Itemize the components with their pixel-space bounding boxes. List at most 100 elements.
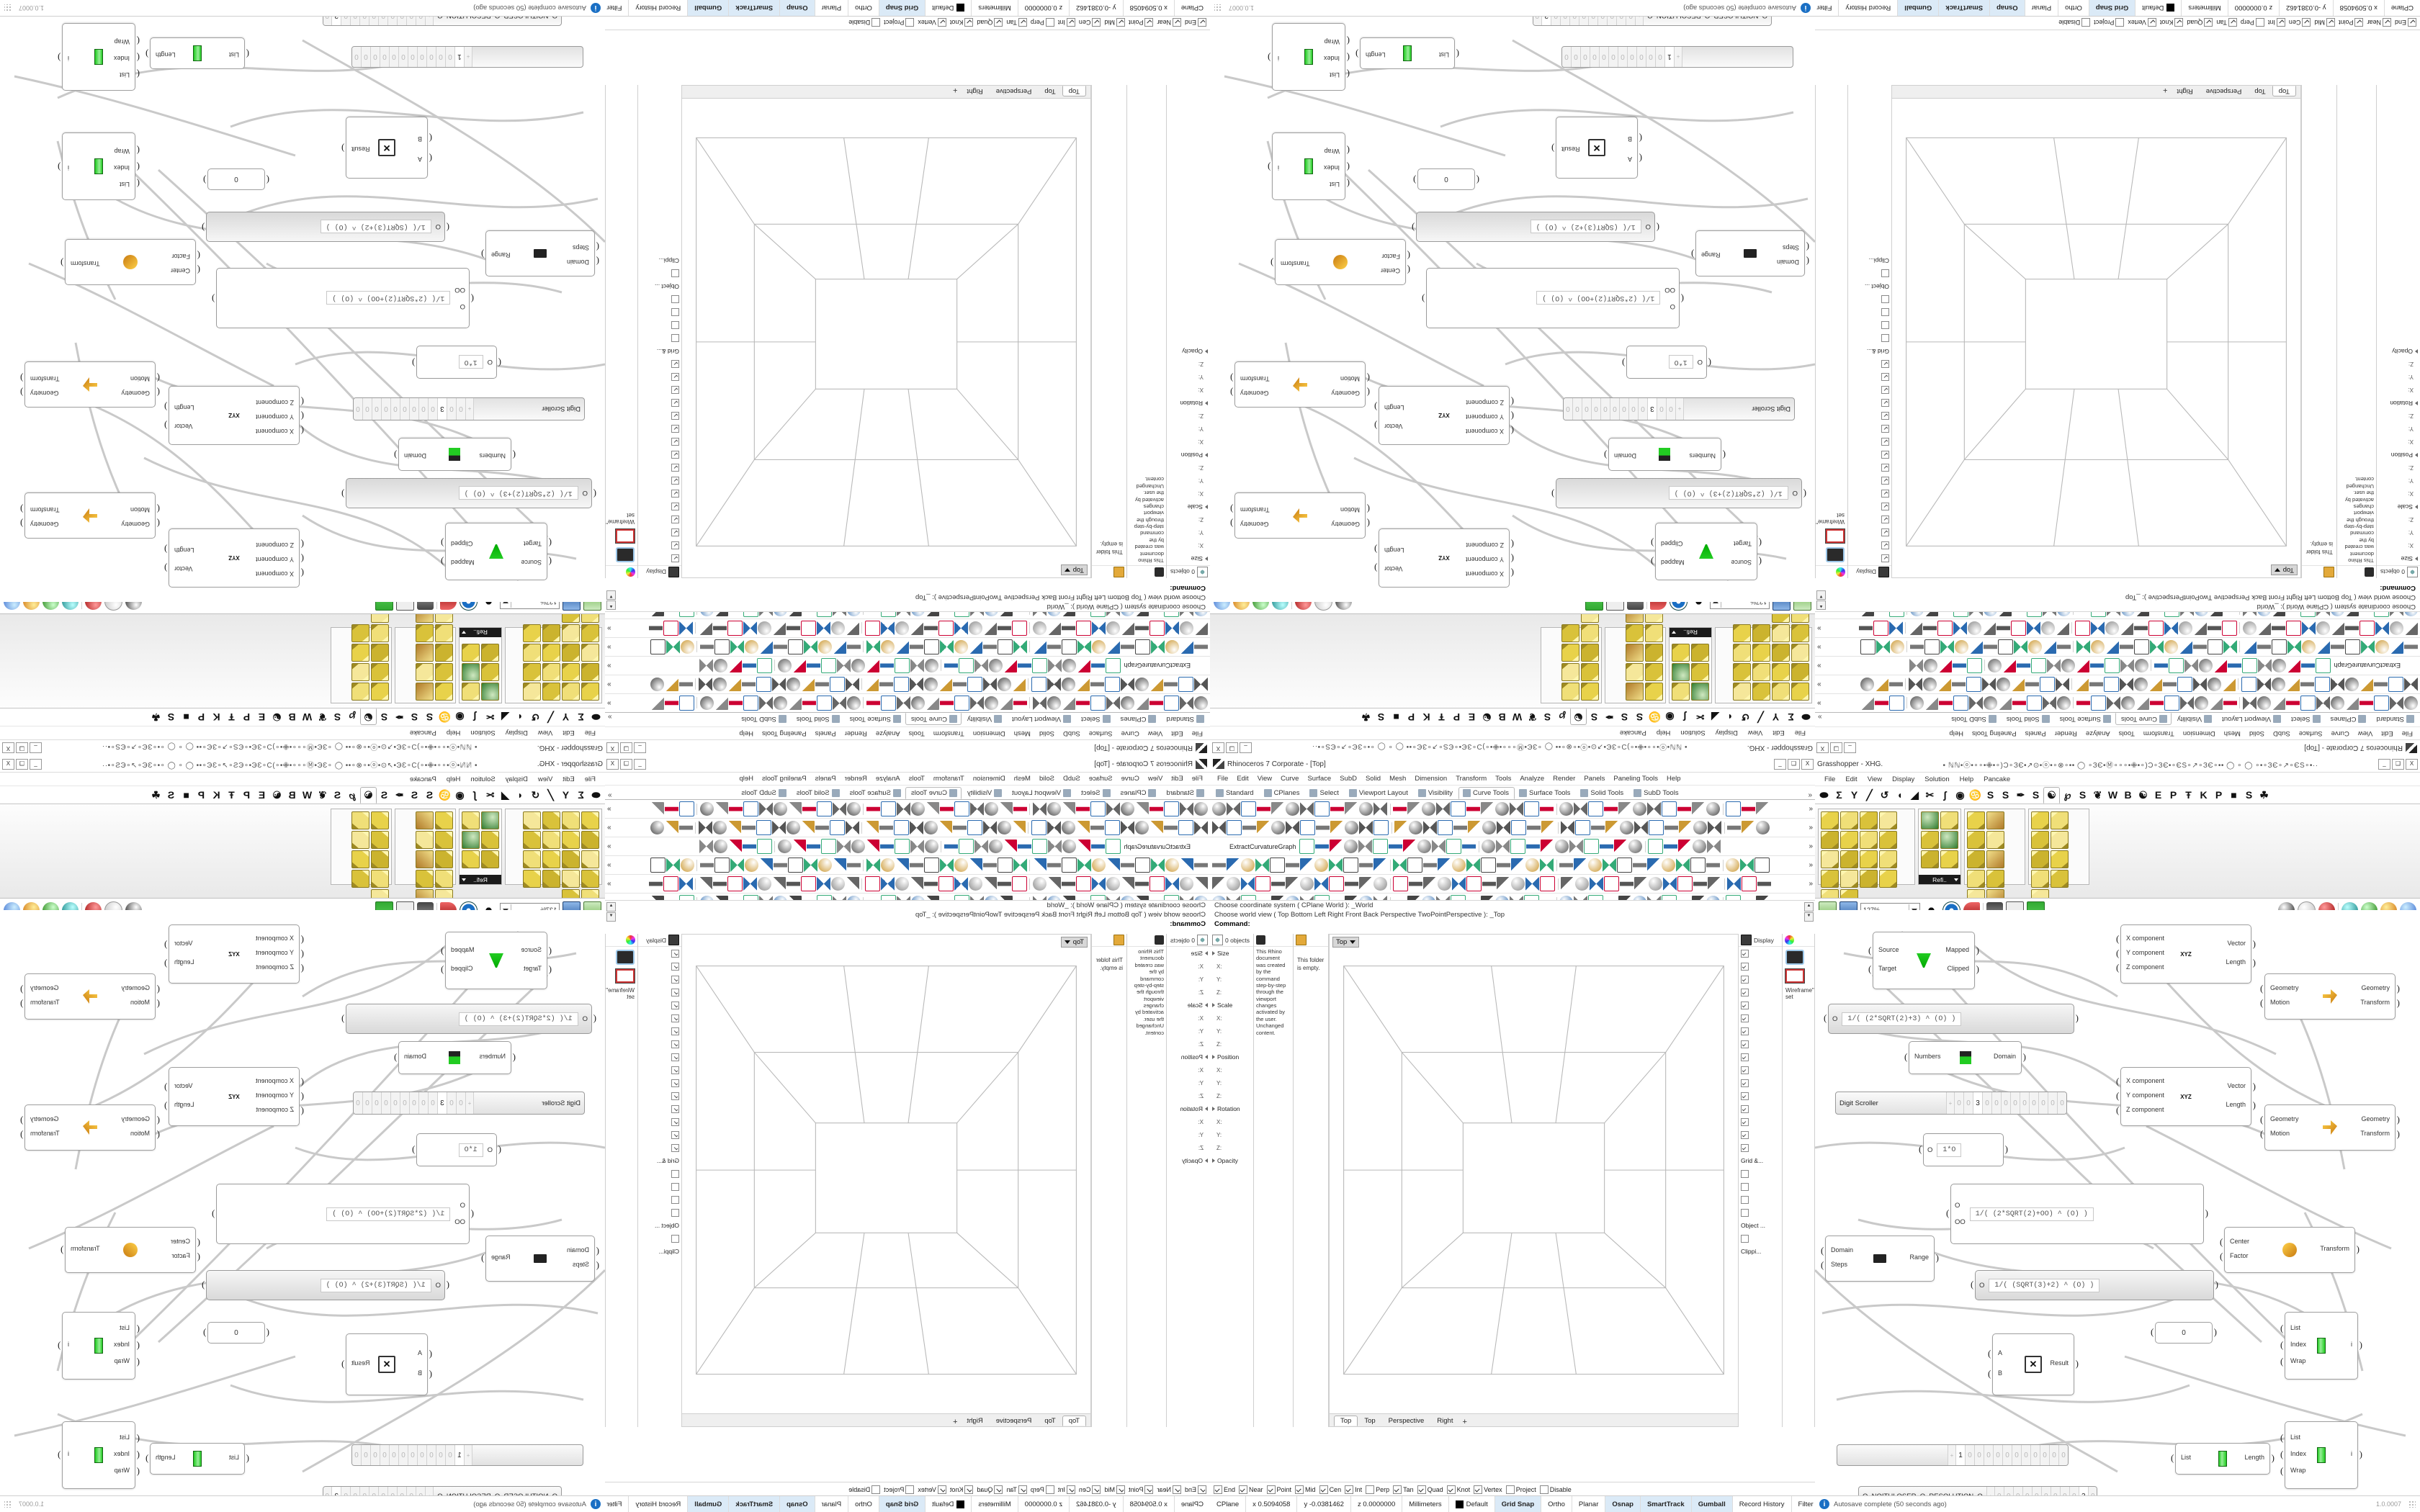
gh-component-bounds[interactable]: Numbers(Domain) bbox=[1604, 438, 1726, 471]
input-pin-domain[interactable]: Domain bbox=[566, 258, 589, 266]
viewport-tabstrip[interactable]: Top Top Perspective Right + bbox=[682, 86, 1090, 99]
toolbar-icon[interactable] bbox=[2154, 659, 2169, 672]
gh-category-tab-8[interactable]: ʃ bbox=[1943, 789, 1947, 801]
toolbar-icon[interactable] bbox=[837, 659, 851, 672]
toolbar-icon[interactable] bbox=[846, 621, 859, 635]
toolbar-icon[interactable] bbox=[1909, 659, 1924, 672]
gh-component-icon[interactable] bbox=[462, 831, 480, 849]
toolbar-icon[interactable] bbox=[1194, 877, 1208, 891]
gh-category-tab-29[interactable]: ☘ bbox=[151, 788, 161, 801]
rhino-toolbar-row-3[interactable]: ExtractCurvatureGraph » bbox=[1210, 837, 1815, 856]
properties-panel-body[interactable]: Size X: Y: Z: Scale X: Y: Z: Position X: Y: Z: Rotat… bbox=[1167, 947, 1210, 1167]
toolbar-icon[interactable] bbox=[865, 821, 879, 834]
output-pin-range[interactable]: Range bbox=[1701, 251, 1721, 258]
properties-field-scale-z[interactable]: Z: bbox=[1167, 462, 1210, 474]
display-option-row[interactable] bbox=[1739, 1180, 1782, 1193]
gh-component-icon[interactable] bbox=[523, 624, 541, 642]
osnap-vertex[interactable]: Vertex bbox=[2128, 18, 2156, 27]
gh-ribbon-items[interactable] bbox=[1965, 809, 2025, 898]
toolbar-icon[interactable] bbox=[2316, 640, 2330, 654]
slider-digit[interactable]: 0 bbox=[362, 1445, 371, 1465]
toolbar-icon[interactable] bbox=[817, 621, 830, 635]
toolbar-icon[interactable] bbox=[2243, 640, 2257, 654]
viewport-tab-top-1[interactable]: Top bbox=[2254, 87, 2266, 95]
number-param-component[interactable]: 0() bbox=[203, 168, 269, 190]
gh-category-tab-0[interactable]: ⬬ bbox=[591, 788, 601, 801]
display-option-row[interactable] bbox=[638, 319, 681, 332]
toolbar-icon[interactable] bbox=[1409, 821, 1422, 834]
checkbox-unchecked-icon[interactable] bbox=[871, 18, 881, 27]
gh-component-icon[interactable] bbox=[462, 644, 480, 662]
gh-category-tab-27[interactable]: ■ bbox=[2231, 789, 2237, 801]
expression-text[interactable]: 1/( (2*SQRT(2)+3) ^ (O) ) bbox=[1842, 1012, 1962, 1026]
checkbox-checked-icon[interactable] bbox=[1172, 1485, 1181, 1494]
display-option-row[interactable] bbox=[638, 999, 681, 1012]
gh-component-move[interactable]: Geometry(Motion(Geometry) Transform) bbox=[2260, 973, 2400, 1020]
expression-component[interactable]: O 1/( (2*SQRT(2)+3) ^ (O) )() bbox=[341, 478, 596, 508]
toolbar-icon[interactable] bbox=[1121, 678, 1134, 691]
toolbar-icon[interactable] bbox=[897, 802, 910, 816]
gh-category-tab-18[interactable]: ❦ bbox=[318, 711, 327, 724]
toolbar-icon[interactable] bbox=[2011, 621, 2026, 636]
checkbox-checked-icon[interactable] bbox=[2302, 18, 2311, 27]
slider-digit[interactable]: 1 bbox=[455, 47, 465, 67]
output-pin-transform[interactable]: Transform bbox=[1240, 375, 1270, 382]
rhino-toolbar-tab-subd-tools[interactable]: SubD Tools bbox=[1945, 713, 2000, 725]
rhino-toolbar-tab-cplanes[interactable]: CPlanes bbox=[1260, 787, 1306, 799]
gh-component-listitem[interactable]: List(Index(Wrap(i) bbox=[1268, 132, 1350, 200]
properties-field-rotation-x[interactable]: X: bbox=[1167, 1115, 1210, 1128]
gh-component-icon[interactable] bbox=[435, 870, 453, 888]
input-pin-wrap[interactable]: Wrap bbox=[2290, 1357, 2306, 1364]
checkbox-checked-icon[interactable] bbox=[2147, 18, 2156, 27]
toolbar-icon[interactable] bbox=[729, 802, 743, 816]
toolbar-icon[interactable] bbox=[714, 840, 728, 853]
osnap-tan[interactable]: Tan bbox=[1006, 1485, 1027, 1494]
output-pin-length[interactable]: Length bbox=[1384, 404, 1404, 411]
properties-field-scale-z[interactable]: Z: bbox=[1210, 1038, 1253, 1050]
toolbar-icon[interactable] bbox=[1860, 678, 1874, 691]
osnap-cen[interactable]: Cen bbox=[1079, 1485, 1101, 1494]
gh-component-icon[interactable] bbox=[1860, 831, 1878, 849]
checkbox-checked-icon[interactable] bbox=[671, 1079, 679, 1087]
slider-digit[interactable]: 0 bbox=[419, 398, 429, 420]
checkbox-checked-icon[interactable] bbox=[1881, 490, 1889, 498]
gh-component-icon[interactable] bbox=[523, 644, 541, 662]
viewport-title-button[interactable]: Top bbox=[2270, 564, 2298, 575]
rhino-toolbar-tab-subd-tools[interactable]: SubD Tools bbox=[735, 787, 790, 799]
input-pin-motion[interactable]: Motion bbox=[130, 506, 150, 513]
toolbar-icon[interactable] bbox=[1164, 678, 1178, 691]
toolbar-icon[interactable] bbox=[713, 678, 727, 691]
expand-caret-icon[interactable] bbox=[1205, 349, 1208, 354]
output-connector[interactable]: ) bbox=[1604, 450, 1608, 461]
display-option-row[interactable] bbox=[638, 1089, 681, 1102]
osnap-near[interactable]: Near bbox=[1157, 1485, 1181, 1494]
toolbar-icon[interactable] bbox=[1452, 877, 1466, 891]
toolbar-icon[interactable] bbox=[788, 696, 802, 710]
grasshopper-canvas[interactable]: Source(Target(Mapped) Clipped) O 1/( (2*SQR… bbox=[1815, 910, 2420, 1496]
toolbar-row-overflow-icon[interactable]: » bbox=[607, 805, 611, 813]
checkbox-checked-icon[interactable] bbox=[1446, 1485, 1456, 1494]
gh-component-icon[interactable] bbox=[1840, 850, 1858, 868]
rhino-toolbar-row-4[interactable]: » bbox=[605, 637, 1210, 656]
toolbar-icon[interactable] bbox=[1150, 621, 1165, 636]
checkbox-checked-icon[interactable] bbox=[1393, 1485, 1402, 1494]
slider-digit[interactable]: 0 bbox=[390, 47, 399, 67]
gh-component-icon[interactable] bbox=[371, 850, 389, 868]
display-option-row[interactable] bbox=[1848, 358, 1891, 371]
display-option-row[interactable] bbox=[638, 526, 681, 539]
toolbar-icon[interactable] bbox=[1241, 877, 1255, 891]
toolbar-icon[interactable] bbox=[700, 802, 714, 816]
input-connector[interactable]: ( bbox=[2280, 1356, 2284, 1367]
output-pin-geometry[interactable]: Geometry bbox=[1240, 521, 1269, 528]
toolbar-icon[interactable] bbox=[1889, 621, 1903, 635]
input-connector[interactable]: ( bbox=[429, 153, 432, 164]
toolbar-icon[interactable] bbox=[759, 640, 773, 654]
display-option-row[interactable] bbox=[638, 1232, 681, 1245]
osnap-disable[interactable]: Disable bbox=[1539, 1485, 1572, 1494]
toolbar-icon[interactable] bbox=[2134, 639, 2149, 654]
input-pin-motion[interactable]: Motion bbox=[2270, 1130, 2290, 1137]
viewport-tabstrip[interactable]: Top Top Perspective Right + bbox=[682, 1413, 1090, 1426]
toolbar-icon[interactable] bbox=[831, 621, 845, 635]
layer-color-swatch[interactable] bbox=[2166, 4, 2175, 12]
